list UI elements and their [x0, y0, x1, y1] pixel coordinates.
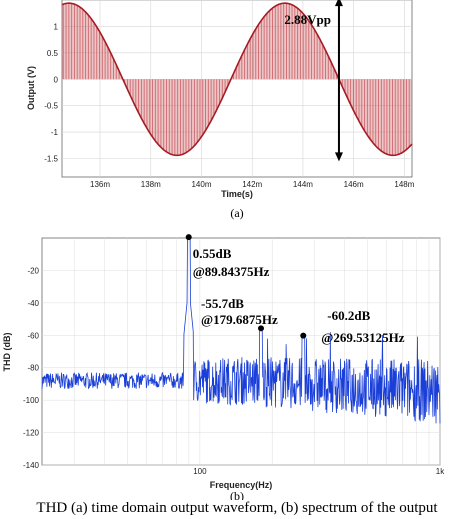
peak-marker — [185, 234, 192, 241]
x-tick-labels-a: 136m 138m 140m 142m 144m 146m 148m — [90, 180, 415, 189]
caption-b: (b) — [230, 489, 244, 500]
y-tick-label: -100 — [23, 396, 40, 405]
x-tick-label: 146m — [344, 180, 364, 189]
figure: 2.88Vpp 136m 138m 140m 142m 144m 146m 148m 1 0.… — [2, 0, 445, 500]
y-axis-label-b: THD (dB) — [2, 333, 12, 372]
peak-marker — [300, 332, 307, 339]
vpp-label: 2.88Vpp — [284, 12, 331, 27]
y-tick-label: -120 — [23, 429, 40, 438]
y-tick-label: -1 — [51, 128, 59, 137]
y-tick-labels-a: 1 0.5 0 -0.5 -1 -1.5 — [44, 22, 58, 163]
x-tick-label: 1k — [436, 467, 445, 476]
peak-label-level: -60.2dB — [327, 308, 370, 323]
x-tick-label: 136m — [90, 180, 110, 189]
vpp-arrow-head-bottom — [334, 152, 343, 162]
x-axis-label-a: Time(s) — [221, 189, 253, 199]
x-tick-label: 144m — [293, 180, 313, 189]
y-tick-label: -40 — [27, 299, 39, 308]
x-tick-label: 100 — [193, 467, 207, 476]
y-tick-labels-b: -20 -40 -60 -80 -100 -120 -140 — [23, 266, 40, 470]
x-tick-label: 140m — [191, 180, 211, 189]
series-output-waveform — [61, 2, 413, 157]
y-tick-label: -80 — [27, 364, 39, 373]
spectrum-chart: 0.55dB @89.84375Hz -55.7dB@179.6875Hz -60.2… — [2, 234, 445, 500]
y-tick-label: 0.5 — [47, 49, 59, 58]
x-tick-labels-b: 100 1k — [193, 467, 445, 476]
peak-label-frequency: @269.53125Hz — [321, 330, 404, 345]
plot-area-b — [41, 237, 441, 466]
spectrum-line — [41, 237, 441, 424]
peak-label-frequency: @89.84375Hz — [193, 264, 270, 279]
peak-label-level: 0.55dB — [193, 246, 232, 261]
vpp-arrow-head-top — [334, 0, 343, 7]
peak-label-level: -55.7dB — [201, 296, 244, 311]
y-tick-label: -140 — [23, 461, 40, 470]
y-tick-label: -1.5 — [44, 155, 58, 164]
peak-markers: 0.55dB @89.84375Hz -55.7dB@179.6875Hz -60.2… — [185, 234, 405, 345]
time-domain-chart: 2.88Vpp 136m 138m 140m 142m 144m 146m 148m 1 0.… — [26, 0, 415, 220]
caption-a: (a) — [230, 206, 243, 220]
waveform-line — [61, 2, 413, 157]
x-tick-label: 148m — [394, 180, 414, 189]
y-tick-label: -60 — [27, 331, 39, 340]
peak-marker — [258, 325, 265, 332]
x-tick-label: 142m — [242, 180, 262, 189]
annotation-vpp: 2.88Vpp — [284, 0, 343, 162]
y-tick-label: 1 — [54, 22, 59, 31]
y-tick-label: 0 — [54, 75, 59, 84]
figure-caption-text: THD (a) time domain output waveform, (b)… — [36, 500, 438, 516]
y-tick-label: -0.5 — [44, 102, 58, 111]
x-tick-label: 138m — [141, 180, 161, 189]
x-axis-label-b: Frequency(Hz) — [210, 480, 273, 490]
y-tick-label: -20 — [27, 266, 39, 275]
series-spectrum — [41, 237, 441, 424]
peak-label-frequency: @179.6875Hz — [201, 312, 278, 327]
y-axis-label-a: Output (V) — [26, 66, 36, 110]
